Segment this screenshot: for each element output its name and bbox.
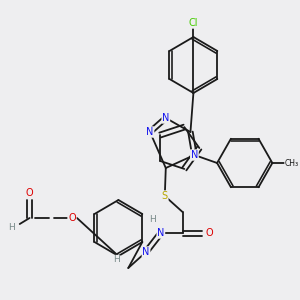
Text: H: H (150, 215, 156, 224)
Text: H: H (113, 256, 120, 265)
Text: N: N (157, 228, 164, 238)
Text: N: N (146, 127, 154, 137)
Text: O: O (68, 213, 76, 223)
Text: N: N (191, 150, 198, 160)
Text: Cl: Cl (189, 18, 198, 28)
Text: H: H (8, 224, 15, 232)
Text: N: N (142, 247, 150, 257)
Text: O: O (26, 188, 33, 198)
Text: S: S (162, 191, 168, 201)
Text: N: N (162, 113, 169, 123)
Text: CH₃: CH₃ (285, 158, 299, 167)
Text: O: O (206, 228, 213, 238)
